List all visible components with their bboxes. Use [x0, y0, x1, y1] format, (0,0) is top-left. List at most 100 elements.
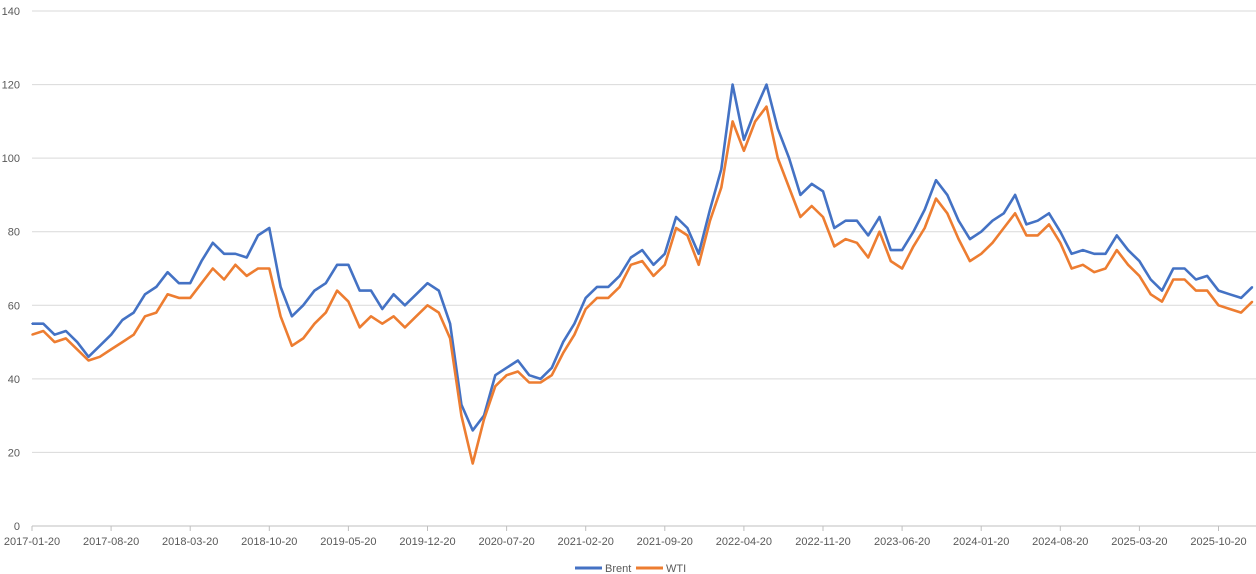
data-point-wti	[291, 344, 293, 347]
data-point-wti	[584, 308, 587, 310]
data-point-brent	[991, 219, 994, 222]
data-point-wti	[438, 311, 440, 314]
data-point-wti	[200, 282, 203, 285]
data-point-brent	[212, 241, 214, 244]
data-point-wti	[336, 289, 338, 292]
data-point-wti	[404, 326, 406, 329]
data-point-brent	[969, 238, 971, 240]
data-point-brent	[697, 252, 700, 255]
data-point-wti	[957, 238, 960, 240]
data-point-wti	[1082, 264, 1084, 266]
data-point-wti	[279, 315, 282, 318]
data-point-brent	[528, 374, 530, 376]
data-point-brent	[234, 252, 237, 255]
data-point-wti	[381, 322, 384, 325]
x-tick-label: 2020-07-20	[478, 536, 534, 548]
data-point-wti	[155, 311, 158, 314]
data-point-wti	[313, 322, 316, 325]
data-point-brent	[562, 341, 564, 343]
data-point-brent	[325, 282, 327, 285]
y-tick-label: 80	[8, 227, 20, 239]
data-point-wti	[144, 315, 146, 318]
data-point-wti	[1229, 308, 1231, 310]
x-tick-label: 2025-03-20	[1111, 536, 1167, 548]
data-point-brent	[1206, 275, 1208, 277]
data-point-wti	[1183, 278, 1186, 281]
data-point-wti	[833, 245, 836, 248]
data-point-brent	[268, 227, 271, 229]
data-point-brent	[144, 293, 146, 296]
data-point-wti	[1093, 271, 1095, 273]
data-point-brent	[799, 194, 802, 196]
series-line-wti	[31, 105, 1254, 465]
legend-label-wti: WTI	[666, 563, 686, 574]
data-point-brent	[912, 230, 915, 233]
data-point-wti	[1025, 234, 1028, 237]
y-tick-label: 120	[2, 80, 20, 92]
data-point-wti	[652, 275, 655, 277]
data-point-brent	[777, 127, 779, 130]
x-tick-label: 2024-01-20	[953, 536, 1009, 548]
data-point-wti	[1138, 275, 1141, 277]
data-point-wti	[1161, 300, 1163, 303]
data-point-wti	[923, 227, 926, 229]
data-point-wti	[257, 267, 259, 270]
data-point-wti	[1217, 304, 1220, 307]
data-point-wti	[641, 260, 643, 262]
data-point-brent	[844, 219, 847, 222]
data-point-brent	[110, 333, 112, 336]
data-point-brent	[539, 378, 542, 380]
data-point-brent	[731, 83, 734, 86]
data-point-wti	[856, 241, 858, 244]
data-point-wti	[1206, 289, 1208, 292]
data-point-brent	[980, 230, 982, 233]
data-point-brent	[257, 234, 259, 237]
x-tick-label: 2019-05-20	[320, 536, 376, 548]
data-point-wti	[517, 370, 519, 373]
data-point-wti	[53, 341, 56, 343]
x-tick-label: 2017-01-20	[4, 536, 60, 548]
data-point-wti	[178, 297, 180, 299]
data-point-wti	[87, 359, 90, 362]
data-point-wti	[890, 260, 892, 262]
data-point-wti	[607, 297, 610, 299]
data-point-wti	[991, 241, 994, 244]
y-tick-label: 20	[8, 447, 20, 459]
data-point-brent	[1251, 286, 1254, 288]
data-point-wti	[878, 230, 881, 233]
data-point-brent	[279, 286, 282, 288]
gridlines	[32, 10, 1256, 453]
data-point-brent	[291, 315, 293, 318]
data-point-brent	[709, 208, 711, 211]
data-point-wti	[1195, 289, 1197, 292]
data-point-wti	[1014, 212, 1016, 215]
data-point-brent	[1127, 249, 1129, 251]
data-point-brent	[178, 282, 180, 285]
data-point-brent	[494, 374, 497, 376]
data-point-wti	[166, 293, 169, 296]
data-point-brent	[99, 344, 101, 347]
data-point-wti	[754, 120, 756, 123]
data-point-wti	[596, 297, 598, 299]
x-tick-label: 2019-12-20	[399, 536, 455, 548]
data-point-wti	[325, 311, 327, 314]
data-point-brent	[1070, 252, 1073, 255]
data-point-brent	[166, 271, 169, 273]
x-tick-label: 2021-09-20	[637, 536, 693, 548]
data-point-wti	[618, 286, 621, 288]
data-point-wti	[212, 267, 214, 270]
x-tick-label: 2018-10-20	[241, 536, 297, 548]
data-point-brent	[31, 322, 33, 325]
data-point-brent	[890, 249, 892, 251]
data-point-wti	[901, 267, 903, 270]
data-point-brent	[1048, 212, 1050, 215]
data-point-brent	[65, 330, 67, 332]
data-point-brent	[957, 219, 960, 222]
data-point-brent	[743, 138, 745, 141]
data-point-brent	[833, 227, 836, 229]
data-point-brent	[1116, 234, 1118, 237]
data-point-brent	[415, 293, 418, 296]
data-point-brent	[358, 289, 361, 292]
data-point-wti	[110, 348, 112, 351]
data-point-brent	[1014, 194, 1016, 196]
